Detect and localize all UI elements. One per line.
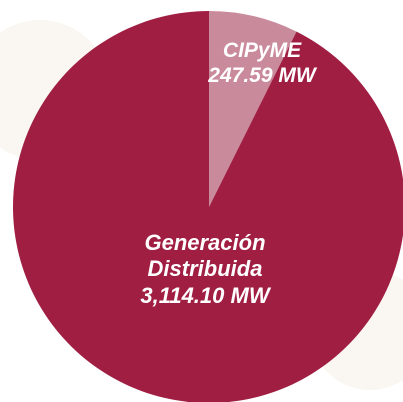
slice-value: 247.59 MW [208,64,316,88]
slice-label: CIPyME 247.59 MW [208,38,316,88]
slice-name: Generación Distribuida [144,230,266,282]
slice-name: CIPyME [222,39,302,62]
pie-slice [209,11,297,207]
slice-value: 3,114.10 MW [140,282,270,308]
slice-label: Generación Distribuida 3,114.10 MW [95,230,315,309]
pie-slice [13,11,403,402]
